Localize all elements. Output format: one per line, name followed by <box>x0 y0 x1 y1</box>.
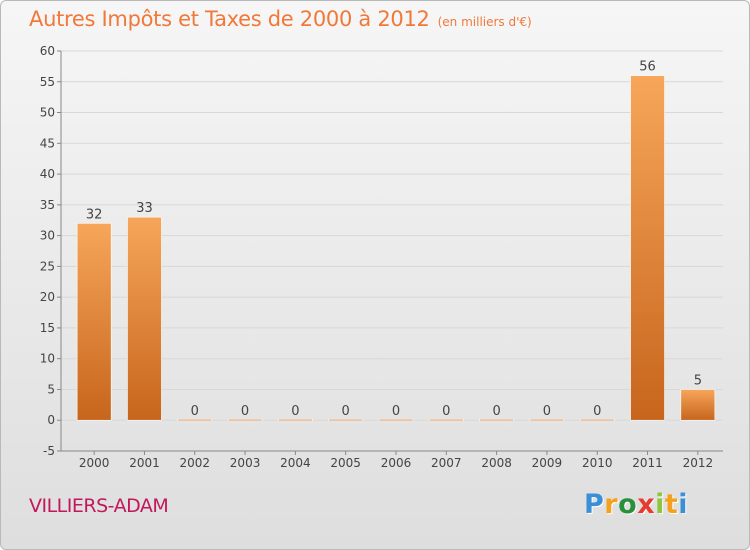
data-label: 0 <box>191 404 199 419</box>
data-label: 0 <box>291 404 299 419</box>
logo-letter: x <box>637 489 656 520</box>
data-label: 0 <box>543 404 551 419</box>
chart-subtitle: (en milliers d'€) <box>437 15 532 29</box>
data-label: 0 <box>492 404 500 419</box>
data-label: 0 <box>342 404 350 419</box>
x-tick-label: 2011 <box>632 456 663 470</box>
y-tick-label: 40 <box>40 167 55 181</box>
y-tick-label: 30 <box>40 229 55 243</box>
bar <box>127 216 162 421</box>
y-tick-label: 0 <box>47 413 55 427</box>
bar <box>378 418 414 422</box>
bar <box>76 223 112 421</box>
data-label: 0 <box>392 404 400 419</box>
bar <box>177 418 213 422</box>
y-tick-label: -5 <box>43 444 55 458</box>
chart-title-text: Autres Impôts et Taxes de 2000 à 2012 <box>29 7 430 31</box>
bar <box>278 418 313 422</box>
proxiti-logo: Proxiti <box>584 489 688 520</box>
data-label: 0 <box>241 404 249 419</box>
x-tick-label: 2006 <box>381 456 412 470</box>
y-tick-label: 55 <box>40 75 55 89</box>
logo-letter: i <box>678 489 689 520</box>
y-tick-label: 10 <box>40 352 55 366</box>
x-tick-label: 2005 <box>330 456 361 470</box>
data-label: 5 <box>694 373 702 388</box>
logo-letter: o <box>618 489 638 520</box>
y-tick-label: 50 <box>40 106 55 120</box>
data-label: 0 <box>593 404 601 419</box>
data-label: 56 <box>639 60 656 75</box>
axes <box>57 50 723 455</box>
bar <box>429 418 464 422</box>
logo-letter: i <box>655 489 665 520</box>
x-tick-label: 2002 <box>179 456 210 470</box>
logo-letter: t <box>664 489 679 520</box>
bar <box>328 418 363 422</box>
bar <box>227 418 263 422</box>
y-tick-label: 25 <box>40 259 55 273</box>
x-tick-label: 2008 <box>481 456 512 470</box>
y-tick-label: 45 <box>40 136 55 150</box>
x-tick-label: 2007 <box>431 456 462 470</box>
x-tick-label: 2001 <box>129 456 160 470</box>
logo-letter: P <box>584 489 605 520</box>
x-tick-label: 2000 <box>79 456 110 470</box>
x-tick-label: 2010 <box>582 456 613 470</box>
bars <box>76 75 716 422</box>
bar <box>479 418 514 422</box>
data-label: 33 <box>136 201 153 216</box>
y-tick-label: 35 <box>40 198 55 212</box>
y-tick-label: 5 <box>47 382 55 396</box>
x-tick-label: 2003 <box>230 456 261 470</box>
bar <box>579 418 615 422</box>
logo-letter: r <box>604 489 619 520</box>
x-tick-label: 2004 <box>280 456 311 470</box>
chart-title: Autres Impôts et Taxes de 2000 à 2012 (en… <box>29 7 532 31</box>
data-label: 0 <box>442 404 450 419</box>
bar <box>630 75 665 421</box>
y-tick-label: 15 <box>40 321 55 335</box>
bar <box>680 389 716 421</box>
x-tick-label: 2009 <box>532 456 563 470</box>
y-tick-label: 60 <box>40 44 55 58</box>
data-label: 32 <box>86 207 103 222</box>
x-tick-label: 2012 <box>683 456 714 470</box>
labels: -505101520253035404550556020003220013320… <box>40 44 713 470</box>
bar <box>529 418 565 422</box>
commune-name: VILLIERS-ADAM <box>29 495 169 517</box>
y-tick-label: 20 <box>40 290 55 304</box>
